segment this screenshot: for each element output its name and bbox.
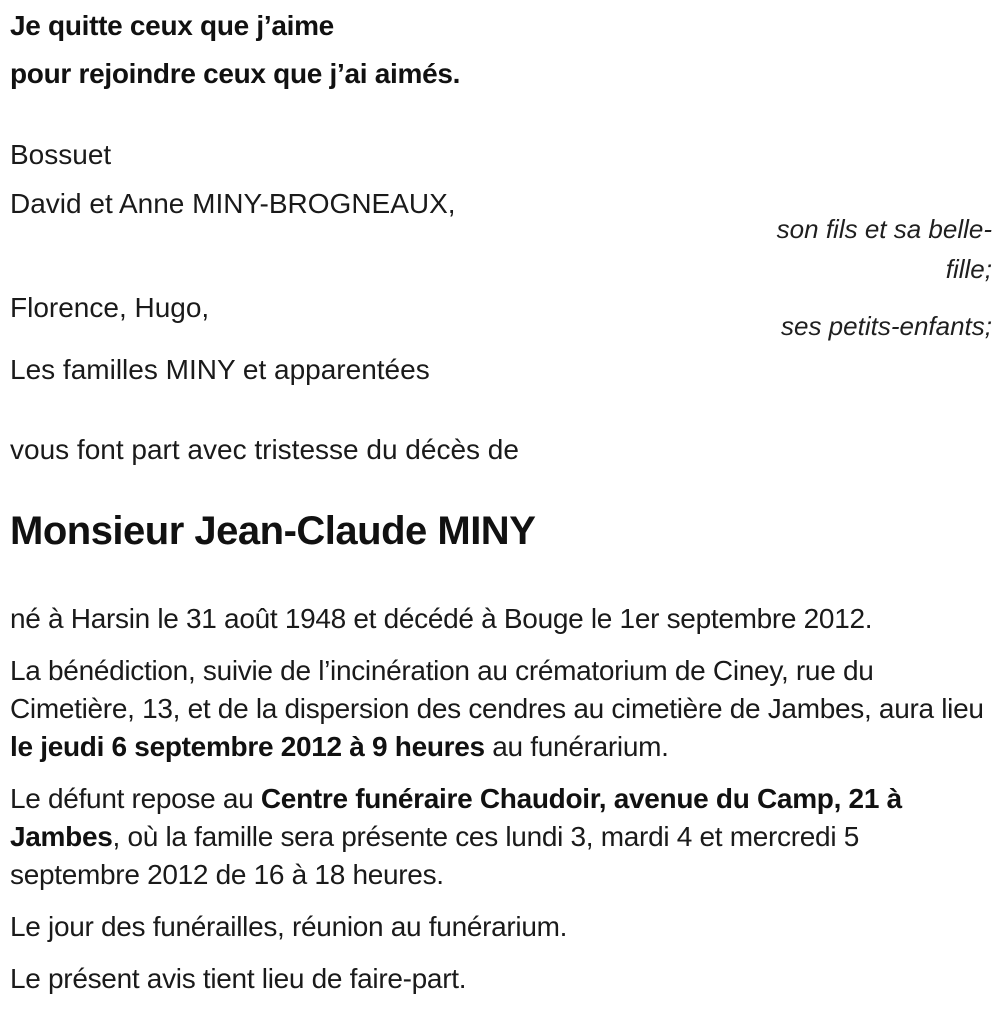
epitaph-line-2: pour rejoindre ceux que j’ai aimés. <box>10 58 461 89</box>
repose-text-pre: Le défunt repose au <box>10 783 261 814</box>
family-role: ses petits-enfants; <box>781 311 992 341</box>
notice-body: né à Harsin le 31 août 1948 et décédé à … <box>10 600 992 998</box>
attribution: Bossuet <box>10 139 112 170</box>
funeral-day-line: Le jour des funérailles, réunion au funé… <box>10 911 568 942</box>
family-names: David et Anne MINY-BROGNEAUX, <box>10 188 456 219</box>
family-names: Les familles MINY et apparentées <box>10 354 430 385</box>
ceremony-date-bold: le jeudi 6 septembre 2012 à 9 heures <box>10 731 485 762</box>
family-names: Florence, Hugo, <box>10 292 210 323</box>
deceased-name-title: Monsieur Jean-Claude MINY <box>10 509 536 553</box>
family-entry: Les familles MINY et apparentées <box>10 351 992 389</box>
ceremony-text-pre: La bénédiction, suivie de l’incinération… <box>10 655 984 724</box>
birth-death-line: né à Harsin le 31 août 1948 et décédé à … <box>10 603 873 634</box>
ceremony-text-post: au funérarium. <box>484 731 669 762</box>
repose-address-bold: Centre funéraire Chaudoir, avenue du Cam… <box>10 783 902 852</box>
family-role: son fils et sa belle-fille; <box>776 214 992 284</box>
legal-notice-line: Le présent avis tient lieu de faire-part… <box>10 963 467 994</box>
family-list: David et Anne MINY-BROGNEAUX, son fils e… <box>10 185 992 389</box>
ceremony-paragraph: La bénédiction, suivie de l’incinération… <box>10 652 992 766</box>
repose-paragraph: Le défunt repose au Centre funéraire Cha… <box>10 780 992 894</box>
family-entry: David et Anne MINY-BROGNEAUX, son fils e… <box>10 185 992 284</box>
repose-text-post: , où la famille sera présente ces lundi … <box>10 821 859 890</box>
family-entry: Florence, Hugo, ses petits-enfants; <box>10 289 992 341</box>
epitaph-line-1: Je quitte ceux que j’aime <box>10 10 334 41</box>
epitaph: Je quitte ceux que j’aime pour rejoindre… <box>10 2 992 98</box>
intro-line: vous font part avec tristesse du décès d… <box>10 434 519 465</box>
